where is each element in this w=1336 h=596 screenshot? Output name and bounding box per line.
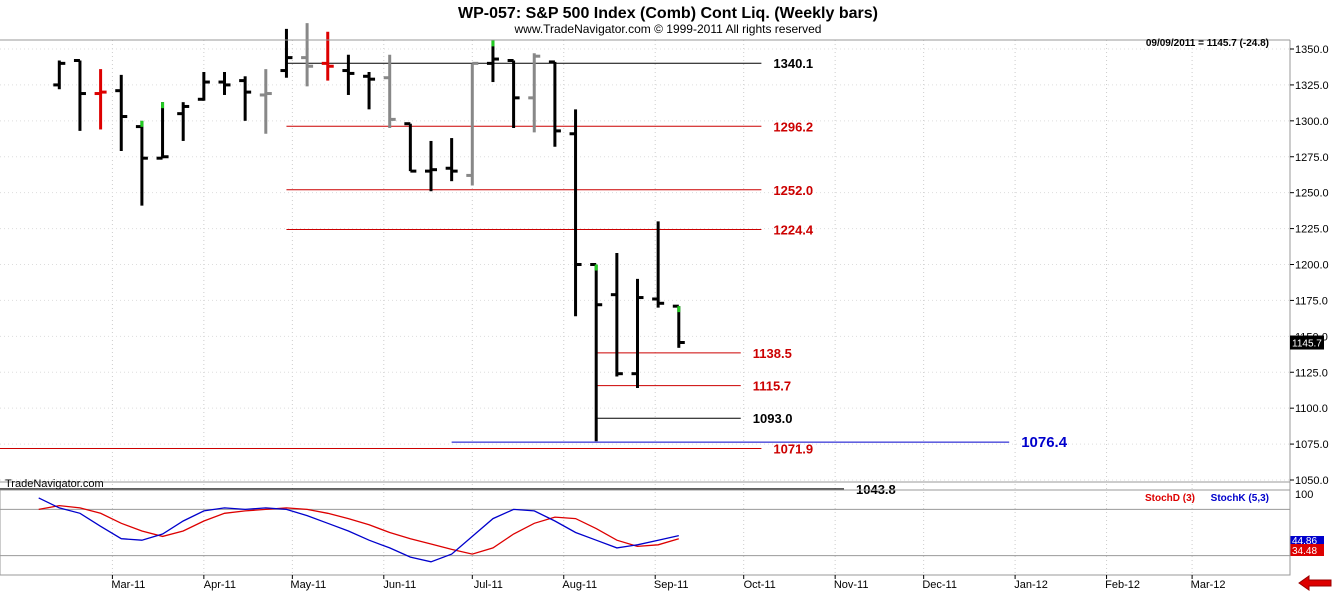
price-tick-label: 1275.0 — [1295, 152, 1329, 164]
date-tick-label: Mar-12 — [1191, 579, 1226, 591]
price-tick-label: 1225.0 — [1295, 224, 1329, 236]
price-tick-label: 1075.0 — [1295, 439, 1329, 451]
watermark-text: TradeNavigator.com — [5, 478, 104, 490]
price-tick-label: 1200.0 — [1295, 260, 1329, 272]
date-tick-label: Nov-11 — [834, 579, 869, 591]
price-level-label: 1115.7 — [753, 379, 791, 394]
price-level-label: 1076.4 — [1021, 434, 1068, 451]
price-tick-label: 1125.0 — [1295, 367, 1328, 379]
date-tick-label: Jul-11 — [474, 579, 503, 591]
stochd-line — [38, 504, 679, 555]
date-tick-label: Aug-11 — [562, 579, 597, 591]
date-tick-label: Oct-11 — [744, 579, 776, 591]
stochd-value-label: 34.48 — [1292, 546, 1317, 557]
price-level-label: 1224.4 — [773, 222, 814, 237]
price-tick-label: 1100.0 — [1295, 403, 1328, 415]
price-level-label: 1071.9 — [773, 442, 813, 457]
date-tick-label: May-11 — [290, 579, 326, 591]
date-tick-label: Apr-11 — [204, 579, 236, 591]
date-tick-label: Feb-12 — [1105, 579, 1140, 591]
date-tick-label: Jun-11 — [383, 579, 416, 591]
price-level-label: 1252.0 — [773, 183, 813, 198]
date-price-readout: 09/09/2011 = 1145.7 (-24.8) — [1146, 38, 1269, 49]
date-tick-label: Mar-11 — [111, 579, 145, 591]
price-level-label: 1340.1 — [773, 56, 813, 71]
chart-title: WP-057: S&P 500 Index (Comb) Cont Liq. (… — [458, 5, 878, 22]
stochk-line — [38, 497, 679, 563]
last-price-label: 1145.7 — [1292, 339, 1322, 350]
price-tick-label: 1250.0 — [1295, 188, 1329, 200]
stochd-value-box — [1290, 544, 1324, 556]
last-price-box — [1290, 335, 1324, 350]
stochk-value-box — [1290, 536, 1324, 546]
price-tick-label: 1175.0 — [1295, 295, 1328, 307]
arrow-left-icon[interactable] — [1298, 575, 1332, 596]
price-level-label: 1043.8 — [856, 482, 896, 497]
price-level-label: 1093.0 — [753, 411, 793, 426]
date-tick-label: Dec-11 — [922, 579, 957, 591]
stoch-tick-label: 100 — [1295, 489, 1313, 501]
price-tick-label: 1350.0 — [1295, 44, 1329, 56]
price-level-label: 1296.2 — [773, 119, 813, 134]
chart-subtitle: www.TradeNavigator.com © 1999-2011 All r… — [514, 22, 822, 36]
stochk-legend: StochK (5,3) — [1211, 493, 1269, 504]
price-tick-label: 1325.0 — [1295, 80, 1329, 92]
date-tick-label: Sep-11 — [654, 579, 689, 591]
price-level-label: 1138.5 — [753, 346, 792, 361]
stochk-value-label: 44.86 — [1292, 536, 1317, 547]
date-tick-label: Jan-12 — [1014, 579, 1048, 591]
price-tick-label: 1050.0 — [1295, 475, 1329, 487]
stochd-legend: StochD (3) — [1145, 493, 1195, 504]
price-tick-label: 1300.0 — [1295, 116, 1329, 128]
